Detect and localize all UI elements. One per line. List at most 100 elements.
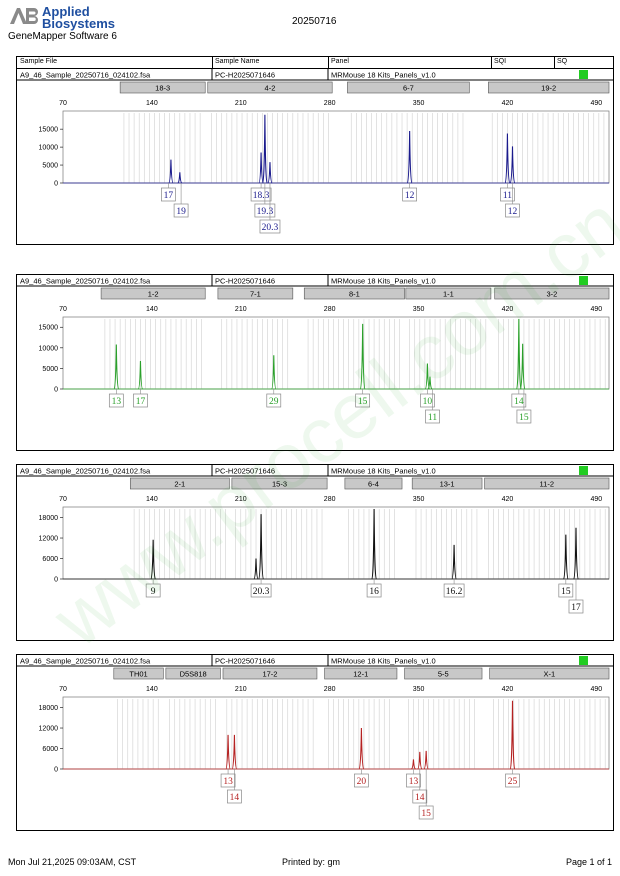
- col-sample-name: Sample Name: [215, 58, 260, 65]
- allele-box: [412, 789, 428, 804]
- marker-label: 2-1: [174, 480, 185, 489]
- peak: [225, 734, 231, 770]
- peak: [509, 700, 516, 770]
- brand-line-2: Biosystems: [42, 16, 115, 31]
- allele-box: [161, 187, 176, 202]
- marker-bar: [165, 667, 221, 680]
- allele-box: [259, 219, 281, 234]
- allele-label: 12: [508, 207, 518, 217]
- plot-area: [62, 696, 610, 770]
- allele-label: 15: [561, 587, 571, 597]
- allele-box: [108, 393, 124, 408]
- allele-box: [133, 393, 148, 408]
- allele-box: [568, 599, 584, 614]
- peak: [137, 360, 144, 390]
- x-tick-label: 140: [146, 496, 158, 503]
- peak: [451, 544, 457, 580]
- marker-label: 3-2: [546, 290, 557, 299]
- allele-label: 25: [508, 777, 518, 787]
- allele-label: 13: [223, 777, 233, 787]
- peak: [253, 558, 259, 580]
- marker-bar: [231, 477, 328, 490]
- x-tick-label: 350: [413, 496, 425, 503]
- x-tick-label: 280: [324, 306, 336, 313]
- plot-area: [62, 506, 610, 580]
- marker-label: 19-2: [541, 84, 556, 93]
- x-tick-label: 490: [590, 496, 602, 503]
- allele-box: [220, 773, 236, 788]
- peak: [258, 152, 264, 184]
- allele-box: [355, 393, 371, 408]
- sample-name: PC-H2025071646: [215, 657, 275, 666]
- marker-bar: [113, 667, 164, 680]
- allele-box: [266, 393, 282, 408]
- sample-file-name: A9_46_Sample_20250716_024102.fsa: [20, 467, 151, 476]
- y-tick-label: 10000: [39, 145, 59, 152]
- allele-label: 20.3: [262, 223, 279, 233]
- panel-name: MRMouse 18 Kits_Panels_v1.0: [331, 657, 436, 666]
- peak: [406, 130, 413, 184]
- marker-label: 18-3: [155, 84, 170, 93]
- marker-bar: [119, 81, 206, 94]
- peak: [267, 162, 273, 184]
- x-tick-label: 210: [235, 686, 247, 693]
- x-tick-label: 490: [590, 686, 602, 693]
- allele-label: 11: [428, 413, 437, 423]
- x-tick-label: 140: [146, 686, 158, 693]
- peak: [150, 539, 156, 580]
- allele-box: [425, 409, 440, 424]
- y-tick-label: 18000: [39, 515, 59, 522]
- sq-status-icon: [579, 70, 588, 79]
- y-tick-label: 0: [54, 181, 58, 188]
- x-tick-label: 70: [59, 496, 67, 503]
- marker-bar: [494, 287, 610, 300]
- peak: [417, 751, 423, 770]
- marker-label: 15-3: [272, 480, 287, 489]
- x-tick-label: 280: [324, 686, 336, 693]
- marker-label: 1-1: [443, 290, 454, 299]
- col-sqi: SQI: [494, 58, 507, 65]
- allele-label: 15: [421, 809, 431, 819]
- allele-label: 14: [514, 397, 524, 407]
- allele-label: 13: [112, 397, 122, 407]
- marker-bar: [489, 667, 610, 680]
- peak: [411, 759, 416, 770]
- allele-label: 19.3: [257, 207, 274, 217]
- peak: [262, 114, 268, 184]
- allele-label: 16: [369, 587, 379, 597]
- x-tick-label: 70: [59, 686, 67, 693]
- x-tick-label: 70: [59, 306, 67, 313]
- marker-label: 13-1: [440, 480, 455, 489]
- marker-bar: [100, 287, 206, 300]
- panel-name: MRMouse 18 Kits_Panels_v1.0: [331, 277, 436, 286]
- marker-label: 6-4: [368, 480, 379, 489]
- allele-box: [500, 187, 515, 202]
- peak: [168, 159, 174, 184]
- electropherogram-panel-green: A9_46_Sample_20250716_024102.fsa PC-H2025…: [16, 274, 614, 451]
- brand-name: Applied Biosystems: [42, 5, 115, 31]
- marker-bar: [488, 81, 610, 94]
- run-date: 20250716: [292, 16, 337, 27]
- y-tick-label: 0: [54, 577, 58, 584]
- y-tick-label: 5000: [42, 163, 58, 170]
- peak: [573, 527, 579, 580]
- marker-label: 17-2: [262, 670, 277, 679]
- peak: [177, 172, 183, 184]
- allele-label: 10: [423, 397, 433, 407]
- marker-label: 5-5: [438, 670, 449, 679]
- marker-label: 1-2: [148, 290, 159, 299]
- electropherogram-panel-red: A9_46_Sample_20250716_024102.fsa PC-H2025…: [16, 654, 614, 831]
- allele-label: 16.2: [446, 587, 463, 597]
- marker-label: D5S818: [180, 670, 207, 679]
- x-tick-label: 140: [146, 100, 158, 107]
- panel-name: MRMouse 18 Kits_Panels_v1.0: [331, 71, 436, 80]
- y-tick-label: 12000: [39, 536, 59, 543]
- col-sq: SQ: [557, 58, 568, 65]
- marker-bar: [207, 81, 333, 94]
- peak: [519, 343, 526, 390]
- col-panel: Panel: [331, 58, 349, 65]
- allele-box: [250, 187, 272, 202]
- peak: [509, 146, 516, 184]
- allele-label: 18.3: [253, 191, 270, 201]
- allele-box: [516, 409, 532, 424]
